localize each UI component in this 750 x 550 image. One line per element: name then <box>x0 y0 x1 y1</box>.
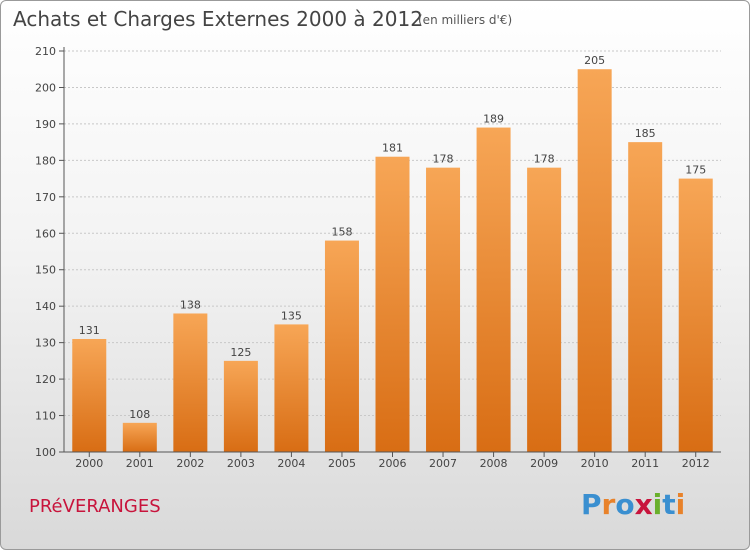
commune-name: PRéVERANGES <box>29 496 161 517</box>
x-tick-label: 2005 <box>328 457 356 470</box>
x-tick-label: 2010 <box>581 457 609 470</box>
bar-value-label: 125 <box>230 346 251 359</box>
x-tick-label: 2012 <box>682 457 710 470</box>
bar <box>173 313 208 452</box>
bar <box>628 142 663 453</box>
bar-value-label: 189 <box>483 113 504 126</box>
x-tick-label: 2003 <box>227 457 255 470</box>
bar-value-label: 178 <box>433 153 454 166</box>
logo-letter: P <box>581 488 602 521</box>
logo-letter: t <box>662 488 676 521</box>
y-tick-label: 100 <box>35 446 56 459</box>
proxiti-logo: Proxiti <box>581 488 685 521</box>
bar-value-label: 135 <box>281 309 302 322</box>
y-tick-label: 130 <box>35 337 56 350</box>
bar-value-label: 181 <box>382 142 403 155</box>
logo-letter: i <box>652 488 663 521</box>
bar-value-label: 138 <box>180 298 201 311</box>
bar-value-label: 185 <box>635 127 656 140</box>
y-tick-label: 190 <box>35 118 56 131</box>
y-tick-label: 120 <box>35 373 56 386</box>
bar-value-label: 178 <box>534 153 555 166</box>
logo-letter: o <box>615 488 635 521</box>
x-tick-label: 2004 <box>277 457 305 470</box>
x-tick-label: 2008 <box>480 457 508 470</box>
bar <box>476 127 511 453</box>
bar-value-label: 175 <box>685 164 706 177</box>
bar <box>122 422 157 452</box>
logo-letter: x <box>634 488 653 521</box>
y-tick-label: 210 <box>35 45 56 58</box>
x-tick-label: 2001 <box>126 457 154 470</box>
bar <box>375 156 410 452</box>
y-tick-label: 180 <box>35 154 56 167</box>
bar <box>324 240 359 452</box>
bar <box>577 69 612 453</box>
y-tick-label: 160 <box>35 227 56 240</box>
x-tick-label: 2011 <box>631 457 659 470</box>
bar <box>527 167 562 452</box>
logo-letter: r <box>601 488 616 521</box>
x-tick-label: 2000 <box>75 457 103 470</box>
x-tick-label: 2007 <box>429 457 457 470</box>
bar <box>72 338 107 452</box>
x-tick-label: 2002 <box>176 457 204 470</box>
bar <box>274 324 309 452</box>
bar <box>678 178 713 452</box>
bar-value-label: 158 <box>331 226 352 239</box>
y-tick-label: 200 <box>35 81 56 94</box>
x-tick-label: 2006 <box>379 457 407 470</box>
chart-subtitle: (en milliers d'€) <box>418 13 513 27</box>
y-tick-label: 150 <box>35 264 56 277</box>
logo-letter: i <box>675 488 686 521</box>
y-tick-label: 170 <box>35 191 56 204</box>
y-tick-label: 140 <box>35 300 56 313</box>
bar-value-label: 205 <box>584 54 605 67</box>
chart-title: Achats et Charges Externes 2000 à 2012 <box>13 7 423 31</box>
bar-value-label: 108 <box>129 408 150 421</box>
x-tick-label: 2009 <box>530 457 558 470</box>
bar-value-label: 131 <box>79 324 100 337</box>
bar <box>223 360 258 452</box>
bar <box>426 167 461 452</box>
y-tick-label: 110 <box>35 410 56 423</box>
